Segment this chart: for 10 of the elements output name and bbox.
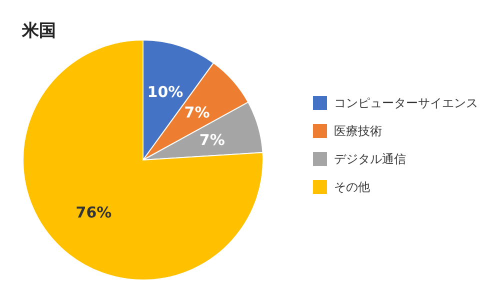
legend-label: その他: [334, 180, 370, 194]
pie-slice: [22, 40, 264, 280]
legend-label: コンピューターサイエンス: [334, 96, 478, 110]
data-label: 7%: [199, 131, 225, 150]
legend-label: デジタル通信: [334, 152, 406, 166]
chart-title: 米国: [21, 21, 56, 41]
data-label: 76%: [76, 204, 112, 222]
data-label: 7%: [184, 104, 210, 122]
data-label: 10%: [147, 82, 184, 101]
legend-label: 医療技術: [334, 124, 382, 138]
